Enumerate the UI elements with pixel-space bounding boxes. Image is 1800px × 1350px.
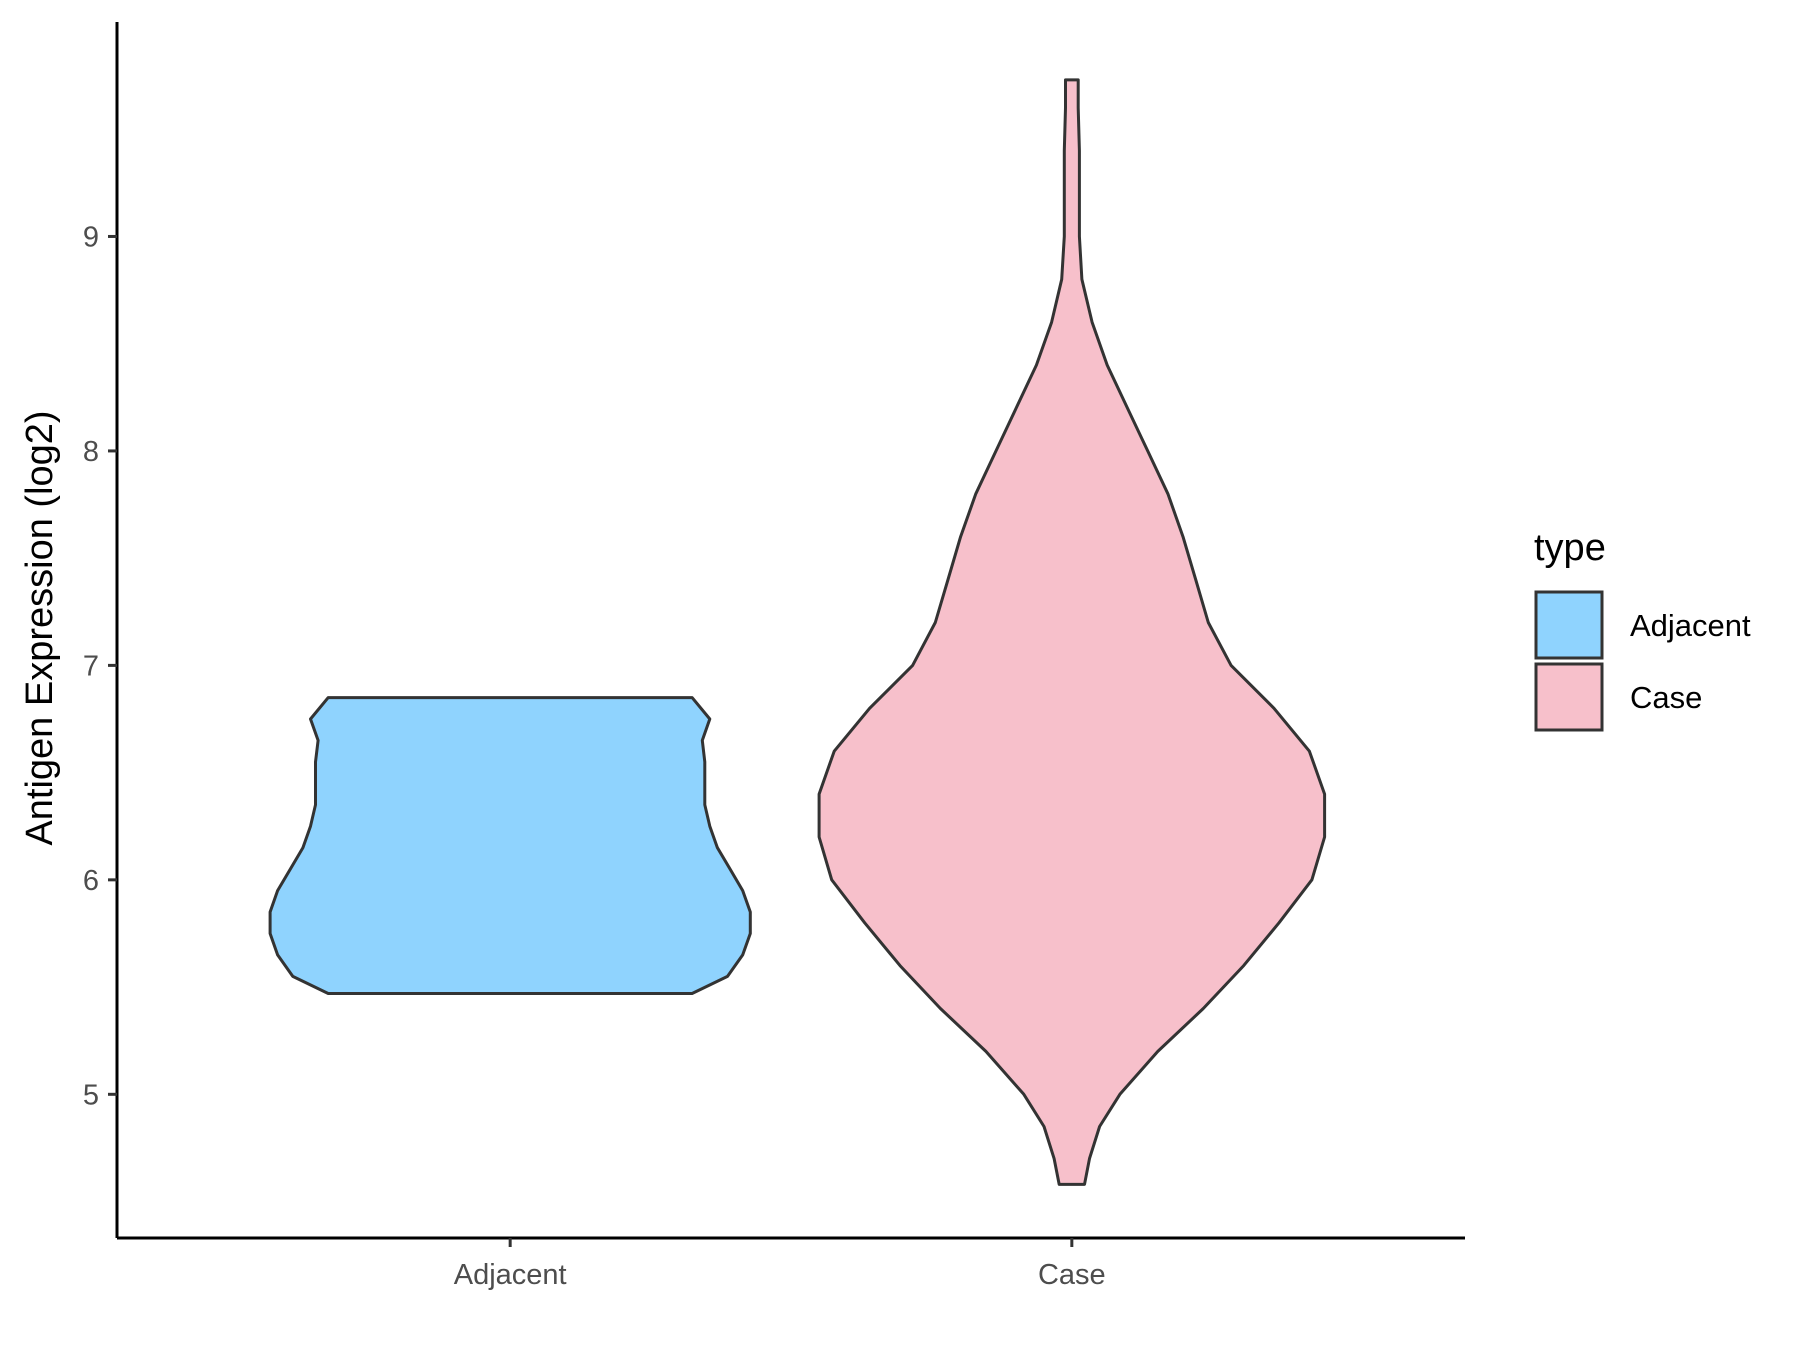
legend-swatch-adjacent (1534, 590, 1604, 660)
y-axis-title: Antigen Expression (log2) (19, 410, 61, 845)
y-tick-label: 9 (83, 221, 99, 253)
x-tick-label: Case (1038, 1259, 1106, 1291)
legend: type Adjacent Case (1534, 527, 1751, 732)
y-tick-label: 7 (83, 650, 99, 682)
legend-title: type (1534, 527, 1606, 569)
y-tick-label: 5 (83, 1079, 99, 1111)
x-tick-label: Adjacent (454, 1259, 567, 1291)
legend-label-case: Case (1630, 680, 1702, 715)
violin-adjacent (268, 696, 752, 995)
legend-swatch-case (1534, 662, 1604, 732)
violin-layer (268, 78, 1327, 1186)
legend-label-adjacent: Adjacent (1630, 608, 1751, 643)
y-axis: 5 6 7 8 9 (83, 22, 119, 1238)
y-tick-label: 6 (83, 865, 99, 897)
violin-case (817, 78, 1327, 1186)
x-axis: Adjacent Case (117, 1236, 1465, 1291)
y-tick-label: 8 (83, 436, 99, 468)
